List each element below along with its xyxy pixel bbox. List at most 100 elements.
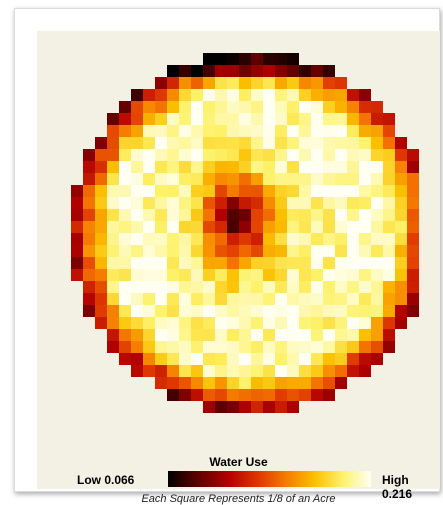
heatmap-cell bbox=[299, 161, 311, 173]
heatmap-cell bbox=[275, 365, 287, 377]
heatmap-cell bbox=[239, 233, 251, 245]
heatmap-cell bbox=[239, 269, 251, 281]
heatmap-cell bbox=[191, 209, 203, 221]
heatmap-cell bbox=[167, 269, 179, 281]
heatmap-cell bbox=[215, 293, 227, 305]
heatmap-cell bbox=[95, 209, 107, 221]
heatmap-cell bbox=[155, 317, 167, 329]
heatmap-cell bbox=[275, 293, 287, 305]
heatmap-cell bbox=[155, 329, 167, 341]
heatmap-cell bbox=[203, 269, 215, 281]
heatmap-cell bbox=[287, 341, 299, 353]
heatmap-cell bbox=[227, 293, 239, 305]
heatmap-cell bbox=[179, 317, 191, 329]
heatmap-cell bbox=[299, 221, 311, 233]
heatmap-cell bbox=[179, 305, 191, 317]
heatmap-cell bbox=[395, 173, 407, 185]
heatmap-cell bbox=[131, 161, 143, 173]
heatmap-cell bbox=[215, 149, 227, 161]
heatmap-cell bbox=[131, 101, 143, 113]
heatmap-cell bbox=[179, 197, 191, 209]
heatmap-cell bbox=[191, 329, 203, 341]
heatmap-cell bbox=[287, 161, 299, 173]
heatmap-cell bbox=[371, 269, 383, 281]
heatmap-cell bbox=[287, 389, 299, 401]
heatmap-cell bbox=[131, 245, 143, 257]
heatmap-cell bbox=[395, 317, 407, 329]
heatmap-cell bbox=[287, 197, 299, 209]
heatmap-cell bbox=[311, 101, 323, 113]
heatmap-cell bbox=[395, 161, 407, 173]
heatmap-cell bbox=[299, 305, 311, 317]
heatmap-cell bbox=[95, 317, 107, 329]
heatmap-cell bbox=[155, 221, 167, 233]
heatmap-cell bbox=[143, 89, 155, 101]
heatmap-cell bbox=[251, 173, 263, 185]
heatmap-cell bbox=[275, 257, 287, 269]
heatmap-cell bbox=[167, 137, 179, 149]
heatmap-cell bbox=[239, 353, 251, 365]
heatmap-cell bbox=[239, 209, 251, 221]
heatmap-cell bbox=[167, 113, 179, 125]
heatmap-cell bbox=[131, 305, 143, 317]
heatmap-cell bbox=[179, 221, 191, 233]
heatmap-cell bbox=[131, 365, 143, 377]
heatmap-cell bbox=[143, 113, 155, 125]
heatmap-cell bbox=[227, 173, 239, 185]
heatmap-cell bbox=[263, 389, 275, 401]
heatmap-cell bbox=[299, 317, 311, 329]
heatmap-cell bbox=[227, 101, 239, 113]
heatmap-cell bbox=[323, 101, 335, 113]
heatmap-cell bbox=[167, 221, 179, 233]
heatmap-cell bbox=[299, 113, 311, 125]
heatmap-cell bbox=[371, 197, 383, 209]
heatmap-cell bbox=[311, 365, 323, 377]
heatmap-cell bbox=[107, 341, 119, 353]
heatmap-cell bbox=[323, 161, 335, 173]
heatmap-cell bbox=[287, 233, 299, 245]
heatmap-cell bbox=[179, 389, 191, 401]
heatmap-cell bbox=[167, 281, 179, 293]
heatmap-cell bbox=[335, 125, 347, 137]
heatmap-cell bbox=[323, 149, 335, 161]
heatmap-cell bbox=[107, 113, 119, 125]
heatmap-cell bbox=[215, 389, 227, 401]
heatmap-cell bbox=[203, 89, 215, 101]
heatmap-cell bbox=[335, 245, 347, 257]
heatmap-cell bbox=[143, 305, 155, 317]
heatmap-cell bbox=[323, 209, 335, 221]
heatmap-cell bbox=[335, 305, 347, 317]
heatmap-cell bbox=[359, 329, 371, 341]
heatmap-cell bbox=[227, 197, 239, 209]
heatmap-cell bbox=[299, 365, 311, 377]
heatmap-cell bbox=[323, 293, 335, 305]
heatmap-cell bbox=[251, 389, 263, 401]
heatmap-cell bbox=[191, 65, 203, 77]
heatmap-cell bbox=[155, 305, 167, 317]
heatmap-cell bbox=[287, 125, 299, 137]
heatmap-cell bbox=[215, 209, 227, 221]
heatmap-cell bbox=[191, 137, 203, 149]
heatmap-cell bbox=[275, 401, 287, 413]
heatmap-cell bbox=[263, 293, 275, 305]
heatmap-cell bbox=[275, 317, 287, 329]
heatmap-cell bbox=[251, 113, 263, 125]
heatmap-cell bbox=[203, 137, 215, 149]
heatmap-cell bbox=[275, 245, 287, 257]
heatmap-cell bbox=[119, 317, 131, 329]
heatmap-cell bbox=[275, 125, 287, 137]
heatmap-cell bbox=[71, 245, 83, 257]
heatmap-cell bbox=[179, 113, 191, 125]
heatmap-cell bbox=[239, 245, 251, 257]
heatmap-cell bbox=[155, 257, 167, 269]
heatmap-cell bbox=[323, 341, 335, 353]
heatmap-cell bbox=[371, 233, 383, 245]
heatmap-cell bbox=[119, 149, 131, 161]
heatmap-cell bbox=[263, 353, 275, 365]
heatmap-cell bbox=[155, 377, 167, 389]
heatmap-cell bbox=[215, 365, 227, 377]
heatmap-cell bbox=[311, 161, 323, 173]
heatmap-cell bbox=[95, 149, 107, 161]
heatmap-cell bbox=[275, 377, 287, 389]
heatmap-cell bbox=[371, 185, 383, 197]
